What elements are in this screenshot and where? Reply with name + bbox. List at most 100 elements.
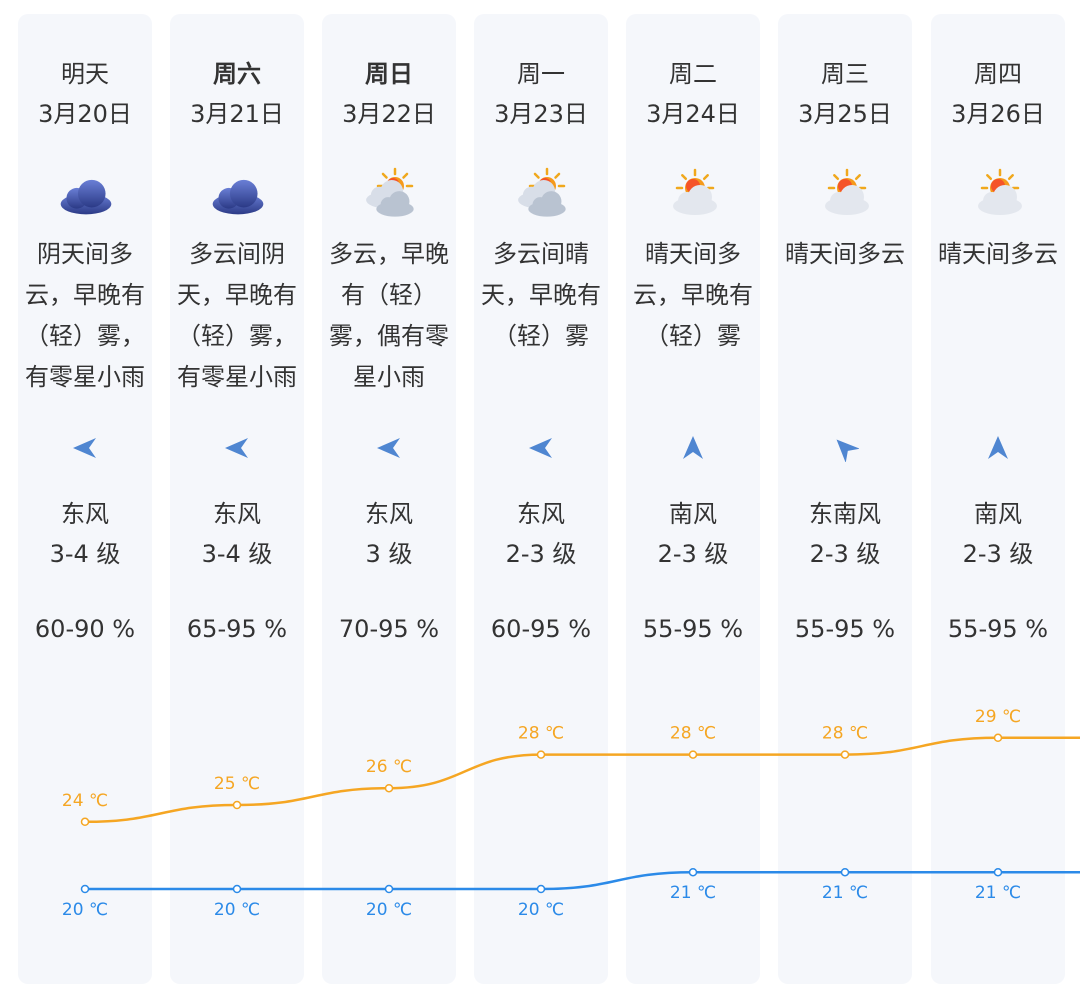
weather-description-line: 多云间晴 bbox=[493, 240, 589, 268]
date-label: 3月22日 bbox=[342, 100, 436, 128]
day-label: 周四 bbox=[974, 60, 1022, 88]
weather-description-line: 多云间阴 bbox=[189, 240, 285, 268]
low-temp-label: 21 ℃ bbox=[822, 883, 868, 903]
weather-description-line: 天，早晚有 bbox=[481, 281, 601, 309]
forecast-day-column: 周三 3月25日 晴天间多云 东南风 2-3 级 55-95 % bbox=[778, 14, 912, 984]
weather-description-line: 有零星小雨 bbox=[177, 363, 297, 391]
low-temp-point bbox=[688, 867, 698, 877]
humidity-range: 60-95 % bbox=[490, 615, 592, 643]
weather-description-line: 晴天间多 bbox=[645, 240, 741, 268]
date-label: 3月20日 bbox=[38, 100, 132, 128]
weather-description-line: 阴天间多 bbox=[37, 240, 133, 268]
humidity-range: 65-95 % bbox=[186, 615, 288, 643]
weather-description: 晴天间多云 bbox=[931, 234, 1065, 275]
high-temp-label: 28 ℃ bbox=[670, 724, 716, 744]
low-temp-label: 20 ℃ bbox=[214, 900, 260, 920]
humidity-range: 60-90 % bbox=[34, 615, 136, 643]
wind-direction: 东南风 bbox=[809, 500, 881, 528]
wind-level: 2-3 级 bbox=[962, 540, 1034, 568]
day-label: 周三 bbox=[821, 60, 869, 88]
date-label: 3月25日 bbox=[798, 100, 892, 128]
high-temp-point bbox=[232, 800, 242, 810]
wind-direction: 东风 bbox=[517, 500, 565, 528]
low-temp-point bbox=[384, 884, 394, 894]
wind-direction: 南风 bbox=[669, 500, 717, 528]
overcast-cloud-icon bbox=[55, 164, 115, 224]
date-label: 3月24日 bbox=[646, 100, 740, 128]
wind-arrow-north-icon bbox=[679, 434, 707, 462]
high-temp-label: 26 ℃ bbox=[366, 757, 412, 777]
wind-arrow-west-icon bbox=[223, 434, 251, 462]
high-temp-point bbox=[536, 750, 546, 759]
overcast-cloud-icon bbox=[207, 164, 267, 224]
high-temp-point bbox=[840, 750, 850, 759]
weather-description-line: 星小雨 bbox=[353, 363, 425, 391]
forecast-day-column: 周六 3月21日 多云间阴 天，早晚有 （轻）雾， 有零星小雨 东风 3-4 级 65-95… bbox=[170, 14, 304, 984]
humidity-range: 70-95 % bbox=[338, 615, 440, 643]
weather-description-line: 云，早晚有 bbox=[25, 281, 145, 309]
wind-direction: 东风 bbox=[61, 500, 109, 528]
weather-description-line: 云，早晚有 bbox=[633, 281, 753, 309]
high-temp-label: 24 ℃ bbox=[62, 791, 108, 811]
sun-with-cloud-icon bbox=[663, 164, 723, 224]
forecast-day-column: 周一 3月23日 多云间晴天，早晚有 （轻）雾 东风 2-3 级 60-95 % bbox=[474, 14, 608, 984]
high-temp-label: 25 ℃ bbox=[214, 774, 260, 794]
forecast-day-column: 周四 3月26日 晴天间多云 南风 2-3 级 55-95 % bbox=[931, 14, 1065, 984]
low-temp-point bbox=[232, 884, 242, 894]
weather-description: 阴天间多云，早晚有 （轻）雾， 有零星小雨 bbox=[18, 234, 152, 398]
sun-with-cloud-icon bbox=[815, 164, 875, 224]
weather-description-line: 有零星小雨 bbox=[25, 363, 145, 391]
wind-arrow-north-icon bbox=[984, 434, 1012, 462]
wind-direction: 南风 bbox=[974, 500, 1022, 528]
high-temp-point bbox=[80, 817, 90, 827]
wind-level: 2-3 级 bbox=[505, 540, 577, 568]
date-label: 3月21日 bbox=[190, 100, 284, 128]
high-temp-label: 29 ℃ bbox=[975, 707, 1021, 727]
date-label: 3月26日 bbox=[951, 100, 1045, 128]
weather-description-line: （轻）雾 bbox=[645, 322, 741, 350]
weather-description-line: 有（轻） bbox=[341, 281, 437, 309]
low-temp-label: 20 ℃ bbox=[62, 900, 108, 920]
wind-level: 3-4 级 bbox=[49, 540, 121, 568]
wind-level: 2-3 级 bbox=[657, 540, 729, 568]
humidity-range: 55-95 % bbox=[794, 615, 896, 643]
weather-description-line: 雾，偶有零 bbox=[329, 322, 449, 350]
day-label: 明天 bbox=[61, 60, 109, 88]
day-label: 周一 bbox=[517, 60, 565, 88]
low-temp-point bbox=[80, 884, 90, 894]
forecast-day-column: 周二 3月24日 晴天间多 云，早晚有 （轻）雾 南风 2-3 级 55-95 % bbox=[626, 14, 760, 984]
wind-level: 3-4 级 bbox=[201, 540, 273, 568]
weather-description-line: 多云，早晚 bbox=[329, 240, 449, 268]
low-temp-point bbox=[993, 867, 1003, 877]
low-temp-line bbox=[85, 870, 1080, 891]
forecast-day-column: 周日 3月22日 多云，早晚 有（轻） 雾，偶有零 星小雨 东风 3 级 70-95 % bbox=[322, 14, 456, 984]
low-temp-label: 21 ℃ bbox=[670, 883, 716, 903]
humidity-range: 55-95 % bbox=[947, 615, 1049, 643]
wind-arrow-west-icon bbox=[375, 434, 403, 462]
low-temp-point bbox=[840, 867, 850, 877]
low-temp-label: 20 ℃ bbox=[366, 900, 412, 920]
wind-arrow-west-icon bbox=[527, 434, 555, 462]
date-label: 3月23日 bbox=[494, 100, 588, 128]
high-temp-point bbox=[688, 750, 698, 759]
high-temp-point bbox=[384, 783, 394, 793]
high-temp-label: 28 ℃ bbox=[822, 724, 868, 744]
high-temp-point bbox=[993, 733, 1003, 743]
low-temp-point bbox=[536, 884, 546, 894]
humidity-range: 55-95 % bbox=[642, 615, 744, 643]
weather-description: 晴天间多云 bbox=[778, 234, 912, 275]
weather-description-line: 晴天间多云 bbox=[785, 240, 905, 268]
weather-description-line: （轻）雾， bbox=[25, 322, 145, 350]
low-temp-label: 21 ℃ bbox=[975, 883, 1021, 903]
wind-level: 2-3 级 bbox=[809, 540, 881, 568]
weather-description-line: （轻）雾 bbox=[493, 322, 589, 350]
day-label: 周日 bbox=[365, 60, 413, 88]
low-temp-label: 20 ℃ bbox=[518, 900, 564, 920]
weather-description: 多云间晴天，早晚有 （轻）雾 bbox=[474, 234, 608, 357]
weather-description: 多云间阴 天，早晚有 （轻）雾， 有零星小雨 bbox=[170, 234, 304, 398]
sun-with-cloud-icon bbox=[968, 164, 1028, 224]
wind-arrow-west-icon bbox=[71, 434, 99, 462]
wind-direction: 东风 bbox=[213, 500, 261, 528]
high-temp-label: 28 ℃ bbox=[518, 724, 564, 744]
sun-behind-clouds-icon bbox=[359, 164, 419, 224]
